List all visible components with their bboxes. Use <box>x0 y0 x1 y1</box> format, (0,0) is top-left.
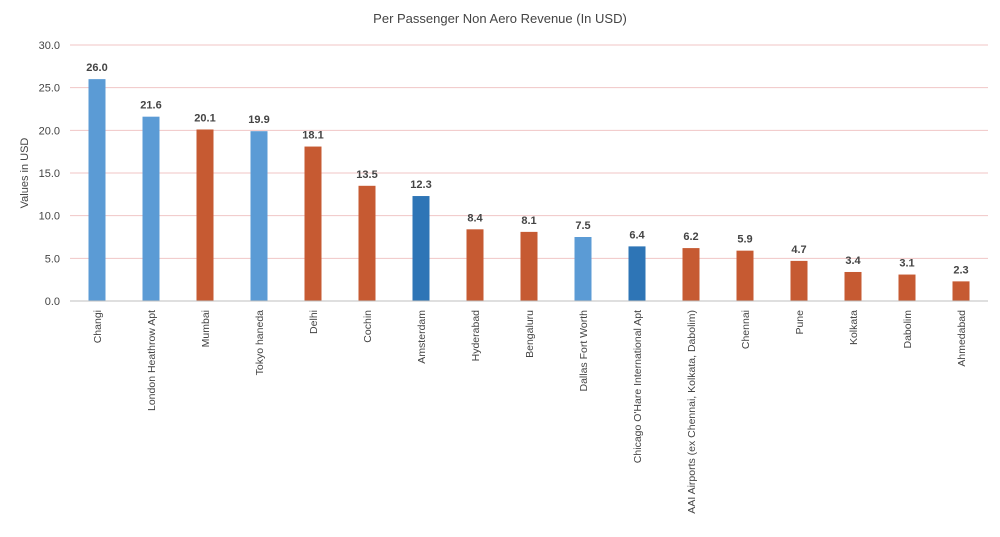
data-label: 7.5 <box>575 220 590 232</box>
data-label: 21.6 <box>140 100 161 112</box>
data-label: 2.3 <box>953 264 968 276</box>
data-label: 6.2 <box>683 231 698 243</box>
bar-7 <box>412 196 430 301</box>
data-label: 6.4 <box>629 229 645 241</box>
bar-12 <box>682 248 700 301</box>
data-label: 12.3 <box>410 179 431 191</box>
x-tick-label: Chicago O'Hare International Apt <box>632 310 644 463</box>
bar-16 <box>898 274 916 301</box>
data-label: 8.1 <box>521 215 536 227</box>
x-tick-label: Ahmedabad <box>956 310 968 367</box>
data-label: 5.9 <box>737 234 752 246</box>
bar-13 <box>736 250 754 301</box>
x-tick-label: AAI Airports (ex Chennai, Kolkata, Dabol… <box>686 310 698 514</box>
data-label: 20.1 <box>194 112 215 124</box>
x-tick-label: London Heathrow Apt <box>146 310 158 411</box>
chart-title: Per Passenger Non Aero Revenue (In USD) <box>373 11 627 26</box>
bar-10 <box>574 237 592 301</box>
data-label: 3.4 <box>845 255 861 267</box>
data-label: 26.0 <box>86 62 107 74</box>
x-tick-label: Hyderabad <box>470 310 482 362</box>
bar-5 <box>304 146 322 301</box>
x-tick-label: Dallas Fort Worth <box>578 310 590 392</box>
bar-15 <box>844 271 862 301</box>
bar-3 <box>196 129 214 301</box>
y-tick-label: 15.0 <box>39 168 60 180</box>
x-axis-ticks: Changi London Heathrow Apt Mumbai Tokyo han… <box>92 310 968 514</box>
y-axis-label: Values in USD <box>19 138 31 209</box>
x-tick-label: Chennai <box>740 310 752 349</box>
x-tick-label: Mumbai <box>200 310 212 347</box>
bar-2 <box>142 116 160 302</box>
x-tick-label: Dabolim <box>902 310 914 349</box>
data-label: 3.1 <box>899 258 914 270</box>
bar-1 <box>88 79 106 301</box>
gridlines <box>70 44 988 259</box>
data-labels: 26.0 21.6 20.1 19.9 18.1 13.5 12.3 8.4 8.1 7.5 6.4… <box>86 62 968 276</box>
bar-14 <box>790 260 808 301</box>
bar-6 <box>358 185 376 301</box>
y-tick-label: 20.0 <box>39 125 60 137</box>
x-tick-label: Kolkata <box>848 310 860 345</box>
x-tick-label: Tokyo haneda <box>254 310 266 376</box>
bar-4 <box>250 131 268 301</box>
bar-9 <box>520 231 538 301</box>
x-tick-label: Delhi <box>308 310 320 334</box>
x-tick-label: Pune <box>794 310 806 335</box>
y-axis-ticks: 0.0 5.0 10.0 15.0 20.0 25.0 30.0 <box>39 40 60 308</box>
x-tick-label: Bengaluru <box>524 310 536 358</box>
y-tick-label: 5.0 <box>45 253 60 265</box>
y-tick-label: 0.0 <box>45 296 60 308</box>
data-label: 4.7 <box>791 244 806 256</box>
y-tick-label: 10.0 <box>39 211 60 223</box>
data-label: 18.1 <box>302 130 323 142</box>
x-tick-label: Cochin <box>362 310 374 343</box>
bars <box>88 79 970 302</box>
data-label: 8.4 <box>467 212 483 224</box>
bar-11 <box>628 246 646 301</box>
data-label: 19.9 <box>248 114 269 126</box>
y-tick-label: 30.0 <box>39 40 60 52</box>
x-tick-label: Changi <box>92 310 104 343</box>
data-label: 13.5 <box>356 169 377 181</box>
bar-8 <box>466 229 484 301</box>
y-tick-label: 25.0 <box>39 83 60 95</box>
bar-17 <box>952 281 970 301</box>
x-tick-label: Amsterdam <box>416 310 428 364</box>
